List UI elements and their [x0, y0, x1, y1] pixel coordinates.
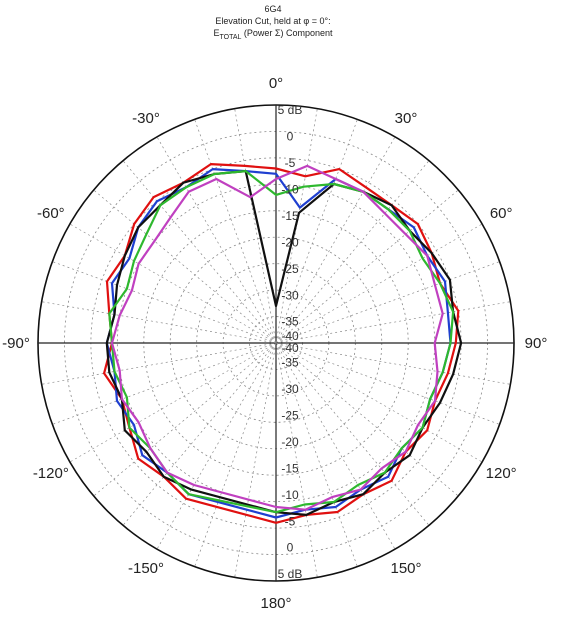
radial-tick-labels: 5 dB0-5-10-15-20-25-30-35-405 dB0-5-10-1…	[278, 103, 303, 581]
radial-tick-lower: -40	[281, 329, 299, 343]
chart-title: 6G4 Elevation Cut, held at φ = 0°: ETOTA…	[213, 4, 333, 41]
series-trace-4	[108, 170, 455, 514]
radial-tick-lower: -20	[281, 435, 299, 449]
grid-spoke	[52, 261, 277, 344]
radial-tick-lower: -35	[281, 356, 299, 370]
radial-tick-upper: -40	[281, 341, 299, 355]
radial-tick-upper: -10	[281, 183, 299, 197]
angle-label: 0°	[269, 75, 283, 92]
radial-tick-upper: -15	[281, 209, 299, 223]
grid-spoke	[52, 342, 277, 425]
polar-grid	[37, 104, 515, 582]
angle-label: 120°	[486, 465, 517, 482]
angle-label: 90°	[525, 335, 548, 352]
component-label: ETOTAL (Power Σ) Component	[213, 28, 333, 41]
radial-tick-upper: -20	[281, 235, 299, 249]
angle-label: 30°	[395, 110, 418, 127]
angle-label: -120°	[33, 465, 69, 482]
radial-tick-upper: -25	[281, 262, 299, 276]
angle-label: -90°	[2, 335, 30, 352]
angle-label: 60°	[490, 205, 513, 222]
radial-tick-lower: 5 dB	[278, 567, 303, 581]
grid-spoke	[194, 342, 277, 567]
angle-label: -150°	[128, 560, 164, 577]
radial-tick-upper: 0	[287, 130, 294, 144]
radial-tick-lower: 0	[287, 541, 294, 555]
radial-tick-lower: -5	[285, 514, 296, 528]
radial-tick-lower: -30	[281, 382, 299, 396]
angle-labels: 0° 30° 60° 90° 120° 150° 180° -150° -120° -90° -60…	[2, 75, 547, 612]
radial-tick-lower: -10	[281, 488, 299, 502]
component-prefix: E	[213, 28, 219, 38]
grid-spoke	[194, 119, 277, 344]
radial-tick-upper: 5 dB	[278, 103, 303, 117]
radial-tick-lower: -15	[281, 461, 299, 475]
radial-tick-upper: -5	[285, 156, 296, 170]
pattern-traces	[103, 163, 463, 524]
series-trace-5	[110, 164, 444, 511]
angle-label: 180°	[260, 595, 291, 612]
radial-tick-upper: -30	[281, 288, 299, 302]
radial-tick-upper: -35	[281, 315, 299, 329]
angle-label: -60°	[37, 205, 65, 222]
component-suffix: (Power Σ) Component	[241, 28, 333, 38]
angle-label: 150°	[390, 560, 421, 577]
angle-label: -30°	[132, 110, 160, 127]
chart-subtitle: Elevation Cut, held at φ = 0°:	[215, 16, 330, 26]
radial-tick-lower: -25	[281, 409, 299, 423]
chart-title-line: 6G4	[264, 4, 281, 14]
component-subscript: TOTAL	[219, 34, 241, 41]
